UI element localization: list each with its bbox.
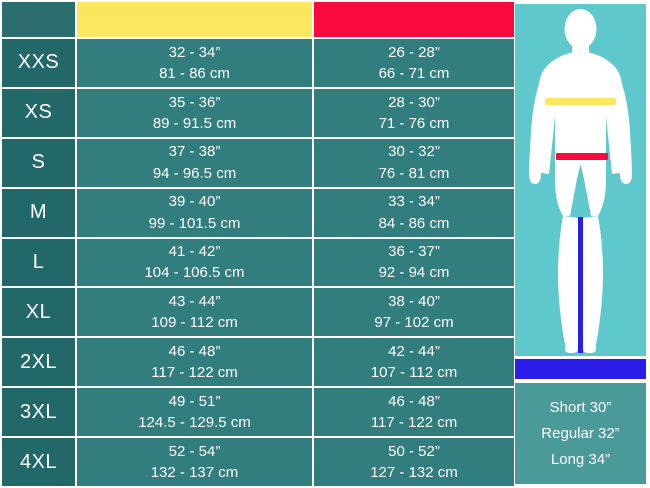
size-label-cell: L (2, 238, 75, 287)
measurement-centimetres: 81 - 86 cm (159, 64, 230, 82)
table-row: M 39 - 40” 99 - 101.5 cm 33 - 34” 84 - 86 cm (2, 188, 514, 237)
waist-measurement-cell: 46 - 48” 117 - 122 cm (314, 388, 514, 436)
measurement-inches: 33 - 34” (388, 193, 440, 211)
measurement-inches: 46 - 48” (388, 392, 440, 410)
measurement-centimetres: 66 - 71 cm (378, 64, 450, 82)
measurement-centimetres: 76 - 81 cm (378, 164, 450, 182)
table-header (2, 2, 514, 37)
waist-measurement-cell: 38 - 40” 97 - 102 cm (314, 288, 514, 337)
measurement-inches: 46 - 48” (168, 342, 221, 360)
measurement-centimetres: 132 - 137 cm (150, 464, 239, 481)
measurement-inches: 49 - 51” (168, 392, 221, 410)
size-label-cell: XS (2, 88, 75, 137)
measurement-inches: 41 - 42” (168, 243, 221, 261)
measurement-inches: 28 - 30” (388, 93, 440, 111)
measurement-centimetres: 97 - 102 cm (374, 314, 454, 332)
waist-measurement-cell: 36 - 37” 92 - 94 cm (314, 238, 514, 287)
size-label-cell: 3XL (2, 388, 75, 436)
measurement-centimetres: 109 - 112 cm (151, 314, 238, 332)
measurement-inches: 30 - 32” (388, 143, 440, 161)
waist-measurement-cell: 50 - 52” 127 - 132 cm (314, 438, 514, 486)
size-label-cell: 2XL (2, 338, 75, 387)
length-option: Short 30” (549, 399, 612, 416)
chest-measurement-cell: 49 - 51” 124.5 - 129.5 cm (77, 388, 312, 436)
measurement-centimetres: 124.5 - 129.5 cm (138, 414, 251, 432)
table-row: 4XL 52 - 54” 132 - 137 cm 50 - 52” 127 - 132… (2, 438, 514, 486)
measurement-centimetres: 71 - 76 cm (378, 114, 450, 132)
chest-measurement-cell: 35 - 36” 89 - 91.5 cm (77, 88, 312, 137)
waist-measurement-cell: 26 - 28” 66 - 71 cm (314, 39, 514, 87)
measurement-centimetres: 99 - 101.5 cm (148, 214, 241, 232)
measurement-centimetres: 94 - 96.5 cm (152, 164, 237, 182)
measurement-centimetres: 117 - 122 cm (151, 364, 238, 382)
measurement-inches: 42 - 44” (388, 342, 440, 360)
body-figure-panel (515, 4, 646, 356)
size-label-cell: S (2, 138, 75, 187)
length-legend: Short 30” Regular 32” Long 34” (515, 383, 646, 484)
size-label-cell: XL (2, 288, 75, 337)
measurement-inches: 52 - 54” (168, 442, 221, 460)
blank-swatch (2, 2, 75, 37)
size-label-cell: 4XL (2, 438, 75, 486)
measurement-inches: 35 - 36” (168, 93, 221, 111)
chest-measurement-cell: 32 - 34” 81 - 86 cm (77, 39, 312, 87)
table-row: 3XL 49 - 51” 124.5 - 129.5 cm 46 - 48” 117 -… (2, 388, 514, 436)
waist-measurement-cell: 33 - 34” 84 - 86 cm (314, 188, 514, 237)
chest-measurement-cell: 43 - 44” 109 - 112 cm (77, 288, 312, 337)
chest-measurement-band (545, 98, 616, 105)
size-table-container: XXS 32 - 34” 81 - 86 cm 26 - 28” 66 - 71 cm X… (2, 2, 514, 486)
measurement-centimetres: 117 - 122 cm (370, 414, 458, 432)
measurement-centimetres: 127 - 132 cm (370, 464, 458, 481)
waist-swatch (314, 2, 514, 37)
table-row: XXS 32 - 34” 81 - 86 cm 26 - 28” 66 - 71 cm (2, 39, 514, 87)
table-row: XS 35 - 36” 89 - 91.5 cm 28 - 30” 71 - 76 cm (2, 88, 514, 137)
table-row: XL 43 - 44” 109 - 112 cm 38 - 40” 97 - 102 c… (2, 288, 514, 337)
table-row: 2XL 46 - 48” 117 - 122 cm 42 - 44” 107 - 112… (2, 338, 514, 387)
waist-measurement-cell: 30 - 32” 76 - 81 cm (314, 138, 514, 187)
table-body: XXS 32 - 34” 81 - 86 cm 26 - 28” 66 - 71 cm X… (2, 39, 514, 486)
size-label-cell: XXS (2, 39, 75, 87)
male-body-silhouette-icon (529, 9, 632, 353)
chest-measurement-cell: 37 - 38” 94 - 96.5 cm (77, 138, 312, 187)
table-row: S 37 - 38” 94 - 96.5 cm 30 - 32” 76 - 81 cm (2, 138, 514, 187)
waist-measurement-band (556, 153, 608, 160)
color-swatch-row (2, 2, 514, 37)
length-option: Regular 32” (541, 425, 620, 442)
measurement-inches: 26 - 28” (388, 43, 440, 61)
table-row: L 41 - 42” 104 - 106.5 cm 36 - 37” 92 - 94 c… (2, 238, 514, 287)
measurement-centimetres: 84 - 86 cm (378, 214, 450, 232)
measurement-inches: 39 - 40” (168, 193, 221, 211)
measurement-inches: 36 - 37” (388, 243, 440, 261)
inseam-color-bar (515, 359, 646, 379)
waist-measurement-cell: 42 - 44” 107 - 112 cm (314, 338, 514, 387)
measurement-inches: 38 - 40” (388, 293, 440, 311)
measurement-centimetres: 89 - 91.5 cm (152, 114, 237, 132)
chest-measurement-cell: 46 - 48” 117 - 122 cm (77, 338, 312, 387)
chest-swatch (77, 2, 312, 37)
size-table: XXS 32 - 34” 81 - 86 cm 26 - 28” 66 - 71 cm X… (2, 2, 514, 486)
measurement-inches: 37 - 38” (168, 143, 221, 161)
chest-measurement-cell: 39 - 40” 99 - 101.5 cm (77, 188, 312, 237)
measurement-centimetres: 104 - 106.5 cm (144, 264, 245, 282)
length-option: Long 34” (550, 451, 611, 468)
size-label-cell: M (2, 188, 75, 237)
inseam-measurement-line (578, 217, 583, 353)
chest-measurement-cell: 41 - 42” 104 - 106.5 cm (77, 238, 312, 287)
chest-measurement-cell: 52 - 54” 132 - 137 cm (77, 438, 312, 486)
measurement-centimetres: 92 - 94 cm (378, 264, 450, 282)
measurement-inches: 43 - 44” (168, 293, 221, 311)
measurement-inches: 32 - 34” (168, 43, 221, 61)
measurement-inches: 50 - 52” (388, 442, 440, 460)
measurement-centimetres: 107 - 112 cm (370, 364, 458, 382)
waist-measurement-cell: 28 - 30” 71 - 76 cm (314, 88, 514, 137)
